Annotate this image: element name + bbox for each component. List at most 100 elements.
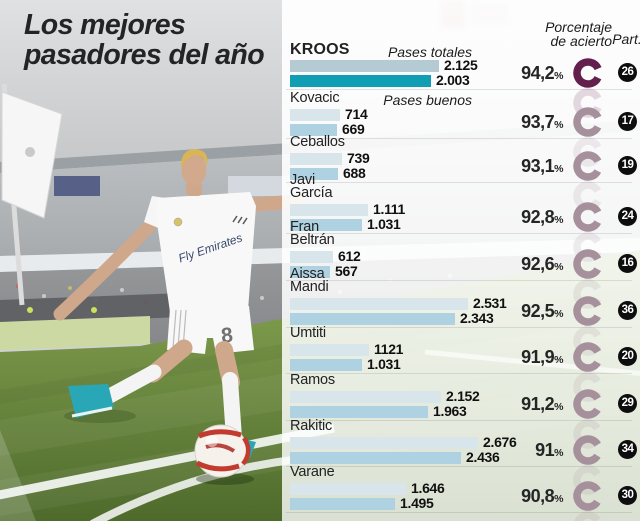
value-pases-totales: 612 (338, 248, 361, 264)
percent-acierto: 93,1% (432, 157, 563, 178)
column-header-part: Part. (612, 31, 640, 47)
value-pases-totales: 739 (347, 150, 370, 166)
player-name-line: García (290, 185, 333, 201)
bar-pases-totales (290, 109, 340, 121)
percent-value: 91,2 (521, 394, 555, 414)
value-pases-buenos: 1.031 (367, 356, 401, 372)
blue-banner (54, 176, 100, 196)
bar-pases-totales (290, 251, 333, 263)
row-separator (286, 373, 632, 374)
percent-value: 91,9 (521, 347, 555, 367)
brand-logo (232, 215, 248, 225)
bar-pases-totales (290, 60, 439, 72)
partidos-badge: 30 (618, 486, 637, 505)
percent-value: 91 (535, 440, 555, 460)
bar-pases-buenos (290, 75, 431, 87)
percent-acierto: 93,7% (432, 113, 563, 134)
bar-pases-totales (290, 344, 369, 356)
percent-value: 93,1 (521, 156, 555, 176)
bar-pases-buenos (290, 498, 395, 510)
percent-sign: % (554, 354, 563, 366)
partidos-badge: 29 (618, 394, 637, 413)
value-pases-buenos: 688 (343, 165, 366, 181)
value-pases-totales: 2.152 (446, 388, 480, 404)
column-header-percent: Porcentaje de acierto (512, 20, 612, 49)
steward-vest (91, 307, 97, 313)
player-name: Ceballos (290, 134, 450, 150)
bar-pases-totales (290, 298, 468, 310)
value-pases-totales: 2.531 (473, 295, 507, 311)
bar-pases-buenos (290, 452, 461, 464)
partidos-badge: 36 (618, 301, 637, 320)
row-separator (286, 420, 632, 421)
accuracy-ring (573, 151, 603, 181)
percent-acierto: 91,9% (432, 348, 563, 369)
player-figure: Fly Emirates 8 (53, 149, 306, 458)
flag-emblem (25, 147, 35, 157)
photographers-band (0, 292, 210, 324)
value-pases-buenos: 2.436 (466, 449, 500, 465)
percent-sign: % (554, 70, 563, 82)
player-name: Fran Beltrán (290, 220, 450, 248)
percent-sign: % (554, 214, 563, 226)
player-name: Umtiti (290, 325, 450, 341)
player-name-line: Varane (290, 464, 335, 480)
percent-acierto: 92,8% (432, 208, 563, 229)
player-left-sock (98, 364, 162, 406)
value-pases-buenos: 567 (335, 263, 358, 279)
ball-highlight (206, 435, 218, 447)
ball-shadow (196, 473, 254, 485)
accuracy-ring (573, 107, 603, 137)
value-pases-buenos: 1.031 (367, 216, 401, 232)
percent-value: 92,8 (521, 207, 555, 227)
row-separator (286, 327, 632, 328)
player-name-line: Beltrán (290, 232, 335, 248)
bar-pases-buenos (290, 219, 362, 231)
accuracy-ring-reflection (573, 511, 603, 521)
row-separator (286, 233, 632, 234)
percent-acierto: 92,5% (432, 302, 563, 323)
partidos-badge: 26 (618, 63, 637, 82)
football (194, 424, 254, 485)
bar-pases-totales (290, 391, 441, 403)
percent-acierto: 94,2% (432, 64, 563, 85)
player-name: Varane (290, 464, 450, 480)
percent-acierto: 90,8% (432, 487, 563, 508)
player-name: Ramos (290, 373, 450, 388)
column-header-percent-line2: de acierto (550, 32, 612, 49)
player-name-line: Ceballos (290, 134, 345, 150)
value-pases-buenos: 669 (342, 121, 365, 137)
value-pases-totales: 714 (345, 106, 368, 122)
partidos-badge: 34 (618, 440, 637, 459)
value-pases-buenos: 2.003 (436, 72, 470, 88)
ball-pattern (241, 436, 251, 466)
percent-sign: % (554, 447, 563, 459)
percent-acierto: 91% (432, 441, 563, 462)
ad-board (0, 316, 150, 350)
title-line1: Los mejores (24, 9, 186, 41)
legend-pases-totales: Pases totales (387, 44, 472, 60)
accuracy-ring (573, 296, 603, 326)
accuracy-ring (573, 481, 603, 511)
player-name-line: Mandi (290, 279, 329, 295)
percent-value: 92,6 (521, 254, 555, 274)
row-separator (286, 280, 632, 281)
bar-pases-buenos (290, 124, 337, 136)
partidos-badge: 24 (618, 207, 637, 226)
player-name-line: Aissa (290, 265, 325, 282)
row-separator (286, 138, 632, 139)
bar-pases-totales (290, 153, 342, 165)
bar-pases-buenos (290, 266, 330, 278)
ball-pattern (195, 460, 240, 472)
player-rows: KROOS 2.125 2.003 94,2% 26 Kovacic 714 669 93,7%… (282, 0, 640, 521)
percent-sign: % (554, 308, 563, 320)
player-name-line: Umtiti (290, 325, 326, 341)
player-name: KROOS (290, 42, 450, 57)
infographic-title: Los mejores pasadores del año (24, 9, 265, 71)
percent-acierto: 91,2% (432, 395, 563, 416)
club-crest (173, 217, 183, 227)
player-head (181, 154, 207, 186)
player-name: Rakitic (290, 419, 450, 434)
bar-pases-totales (290, 204, 368, 216)
